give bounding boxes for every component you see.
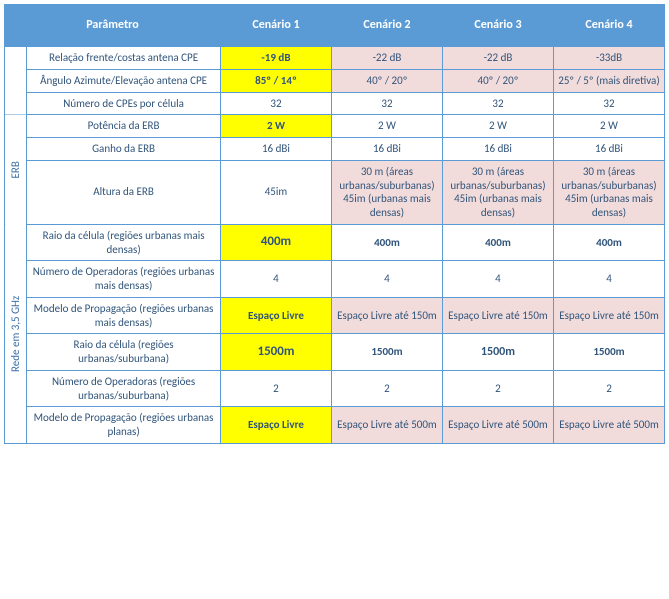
header-param: Parâmetro [5,5,221,47]
cell: 2 [220,370,331,407]
param-label: Número de Operadoras (regiões urbanas/su… [27,370,221,407]
cell: 1500m [442,334,553,371]
cell: 4 [331,261,442,298]
table-row: ERB Potência da ERB 2 W 2 W 2 W 2 W [5,115,665,138]
param-label: Número de CPEs por célula [27,92,221,115]
cell: 1500m [220,334,331,371]
table-row: Ângulo Azimute/Elevação antena CPE 85º /… [5,69,665,92]
cell: Espaço Livre até 500m [442,407,553,444]
table-row: Número de Operadoras (regiões urbanas/su… [5,370,665,407]
cell: 32 [553,92,664,115]
table-row: Modelo de Propagação (regiões urbanas pl… [5,407,665,444]
param-label: Potência da ERB [27,115,221,138]
param-label: Raio da célula (regiões urbanas/suburban… [27,334,221,371]
param-label: Altura da ERB [27,160,221,224]
cell: 400m [442,224,553,261]
cell: 2 W [442,115,553,138]
cell: 25º / 5º (mais diretiva) [553,69,664,92]
cell: 1500m [553,334,664,371]
param-label: Número de Operadoras (regiões urbanas ma… [27,261,221,298]
cell: Espaço Livre até 150m [442,297,553,334]
cell: 2 [331,370,442,407]
table-row: Número de CPEs por célula 32 32 32 32 [5,92,665,115]
cell: 400m [220,224,331,261]
cell: Espaço Livre [220,297,331,334]
cell: 2 W [331,115,442,138]
param-label: Relação frente/costas antena CPE [27,47,221,70]
cell: -22 dB [442,47,553,70]
group-label-1 [5,47,27,115]
parameters-table: Parâmetro Cenário 1 Cenário 2 Cenário 3 … [4,4,665,444]
cell: Espaço Livre até 500m [553,407,664,444]
cell: 400m [553,224,664,261]
param-label: Raio da célula (regiões urbanas mais den… [27,224,221,261]
cell: -22 dB [331,47,442,70]
header-row: Parâmetro Cenário 1 Cenário 2 Cenário 3 … [5,5,665,47]
cell: 1500m [331,334,442,371]
cell: 2 [553,370,664,407]
cell: 4 [442,261,553,298]
cell: 2 W [220,115,331,138]
param-label: Ganho da ERB [27,138,221,161]
cell: 32 [442,92,553,115]
cell: 2 [442,370,553,407]
cell: 16 dBi [331,138,442,161]
header-c4: Cenário 4 [553,5,664,47]
table-row: Altura da ERB 45im 30 m (áreas urbanas/s… [5,160,665,224]
table-row: Relação frente/costas antena CPE -19 dB … [5,47,665,70]
cell: 2 W [553,115,664,138]
cell: 40º / 20º [442,69,553,92]
cell: 4 [220,261,331,298]
cell: 16 dBi [553,138,664,161]
param-label: Modelo de Propagação (regiões urbanas pl… [27,407,221,444]
cell: 85º / 14º [220,69,331,92]
cell: 32 [331,92,442,115]
param-label: Modelo de Propagação (regiões urbanas ma… [27,297,221,334]
cell: -33dB [553,47,664,70]
table-row: Raio da célula (regiões urbanas/suburban… [5,334,665,371]
cell: 16 dBi [442,138,553,161]
table-row: Número de Operadoras (regiões urbanas ma… [5,261,665,298]
header-c1: Cenário 1 [220,5,331,47]
cell: 32 [220,92,331,115]
cell: Espaço Livre até 150m [553,297,664,334]
group-label-rede: Rede em 3,5 GHz [5,224,27,443]
cell: 16 dBi [220,138,331,161]
cell: Espaço Livre [220,407,331,444]
cell: 40º / 20º [331,69,442,92]
param-label: Ângulo Azimute/Elevação antena CPE [27,69,221,92]
table-row: Modelo de Propagação (regiões urbanas ma… [5,297,665,334]
table-row: Ganho da ERB 16 dBi 16 dBi 16 dBi 16 dBi [5,138,665,161]
cell: Espaço Livre até 500m [331,407,442,444]
table-row: Rede em 3,5 GHz Raio da célula (regiões … [5,224,665,261]
cell: 30 m (áreas urbanas/suburbanas) 45im (ur… [331,160,442,224]
cell: 30 m (áreas urbanas/suburbanas) 45im (ur… [553,160,664,224]
cell: Espaço Livre até 150m [331,297,442,334]
cell: 4 [553,261,664,298]
group-label-erb: ERB [5,115,27,225]
cell: 400m [331,224,442,261]
cell: 45im [220,160,331,224]
cell: 30 m (áreas urbanas/suburbanas) 45im (ur… [442,160,553,224]
cell: -19 dB [220,47,331,70]
header-c3: Cenário 3 [442,5,553,47]
header-c2: Cenário 2 [331,5,442,47]
